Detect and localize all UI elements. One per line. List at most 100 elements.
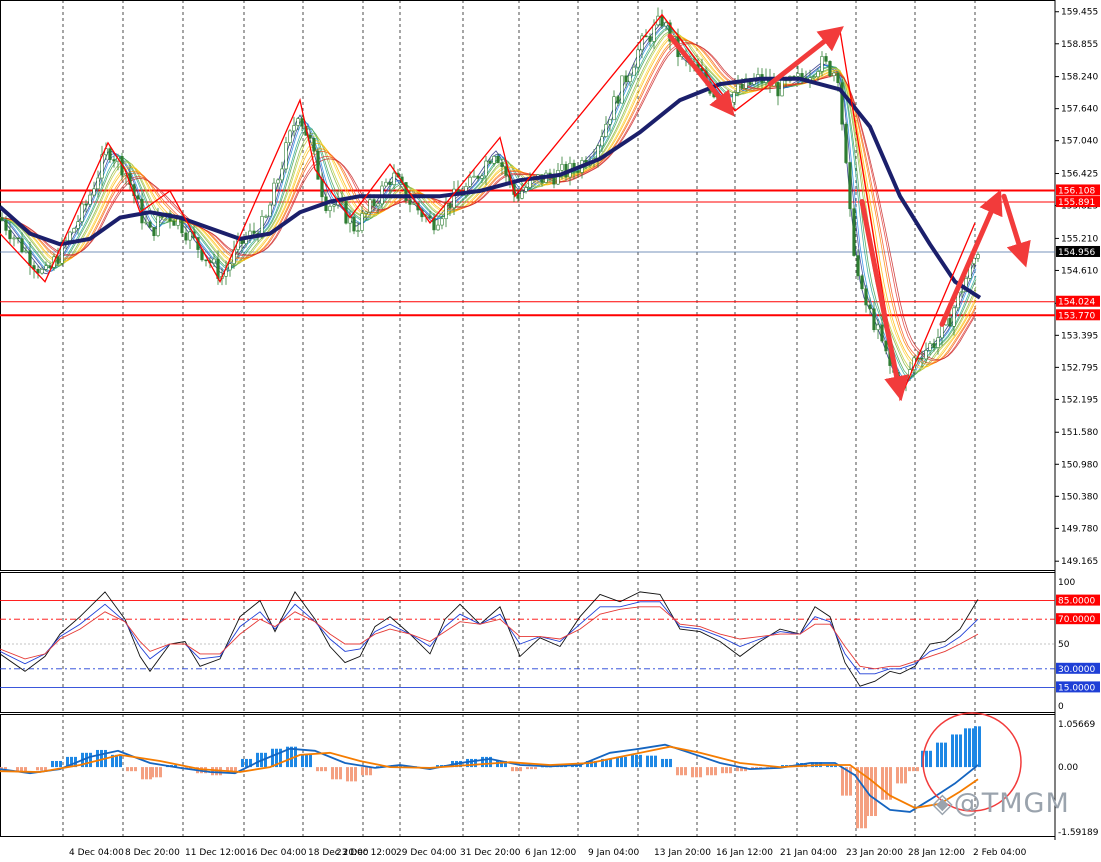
macd-histogram-bar [856,767,859,829]
macd-histogram-bar [978,726,981,768]
candle-body [68,231,72,241]
candle-body [632,66,636,76]
macd-histogram-bar [496,760,499,768]
macd-histogram-bar [515,767,518,772]
candle-body [872,308,876,331]
macd-histogram-bar [436,765,439,768]
candle-body [188,231,192,241]
candle-body [928,343,932,351]
candle-body [252,230,256,234]
macd-histogram-bar [365,767,368,776]
candle-body [376,203,380,207]
candle-body [932,343,936,348]
trend-arrow [767,26,844,87]
stoch-tick-label: 0 [1058,702,1064,712]
macd-histogram-bar [189,767,192,770]
candle-body [492,156,496,164]
macd-histogram-bar [534,767,537,770]
macd-histogram-bar [624,756,627,768]
macd-histogram-bar [725,767,728,774]
macd-histogram-bar [474,758,477,768]
candle-body [832,72,836,77]
macd-histogram-bar [650,755,653,768]
macd-histogram-bar [481,756,484,768]
macd-histogram-bar [51,760,54,768]
ma-ribbon-line [0,27,977,379]
macd-histogram-bar [896,767,899,784]
macd-histogram-bar [466,758,469,768]
macd-histogram-bar [830,765,833,768]
x-tick-label: 23 Jan 20:00 [846,848,903,858]
macd-histogram-bar [324,767,327,772]
price-tick-label: 156.425 [1061,170,1098,180]
macd-histogram-bar [870,767,873,817]
panel-frame-1 [0,572,1056,713]
price-tick-label: 149.780 [1061,524,1098,534]
macd-histogram-bar [339,767,342,780]
macd-histogram-bar [234,767,237,772]
macd-histogram-bar [470,758,473,768]
candle-body [604,123,608,137]
macd-histogram-bar [275,748,278,768]
candle-body [16,237,20,240]
macd-histogram-bar [369,767,372,776]
macd-histogram-bar [680,767,683,776]
macd-histogram-bar [286,746,289,768]
candle-body [600,136,604,147]
candle-body [40,268,44,274]
x-tick-label: 21 Jan 04:00 [780,848,837,858]
candle-body [520,191,524,199]
current-price-box [1056,245,1100,257]
macd-histogram-bar [710,767,713,776]
candle-body [736,83,740,93]
x-tick-label: 31 Dec 20:00 [460,848,521,858]
macd-histogram-bar [864,767,867,829]
candle-body [852,208,856,256]
candle-body [72,228,76,233]
candle-body [484,160,488,177]
macd-histogram-bar [141,767,144,780]
macd-histogram-bar [586,760,589,768]
macd-histogram-bar [669,758,672,768]
macd-histogram-bar [16,767,19,772]
x-tick-label: 2 Feb 04:00 [973,848,1027,858]
candle-body [152,227,156,237]
macd-histogram-bar [881,767,884,800]
macd-histogram-bar [44,767,47,771]
macd-histogram-bar [964,728,967,768]
candle-body [80,203,84,222]
candle-body [620,75,624,104]
candle-body [596,145,600,159]
price-tick-label: 157.040 [1061,137,1098,147]
candle-body [360,213,364,231]
stoch-level-box [1056,594,1100,606]
x-tick-label: 16 Jan 12:00 [716,848,773,858]
macd-histogram-bar [399,765,402,768]
candle-body [936,337,940,348]
price-tick-label: 151.580 [1061,428,1098,438]
candle-body [628,74,632,83]
macd-histogram-bar [860,767,863,829]
trend-arrow [859,199,909,402]
candle-body [412,203,416,205]
macd-histogram-bar [526,767,529,770]
x-tick-label: 6 Jan 12:00 [525,848,577,858]
macd-histogram-bar [530,767,533,770]
x-tick-label: 11 Dec 12:00 [185,848,246,858]
macd-histogram-bar [40,767,43,771]
macd-histogram-bar [249,758,252,768]
candle-body [964,278,968,292]
macd-histogram-bar [151,767,154,778]
candle-body [436,224,440,231]
macd-histogram-bar [925,750,928,768]
stoch-tick-label: 50 [1058,640,1070,650]
candle-body [924,350,928,360]
macd-histogram-bar [346,767,349,782]
price-tick-label: 157.640 [1061,105,1098,115]
candle-body [204,259,208,262]
candle-body [264,215,268,218]
candle-body [176,218,180,226]
candle-body [900,382,904,388]
candle-body [960,291,964,293]
